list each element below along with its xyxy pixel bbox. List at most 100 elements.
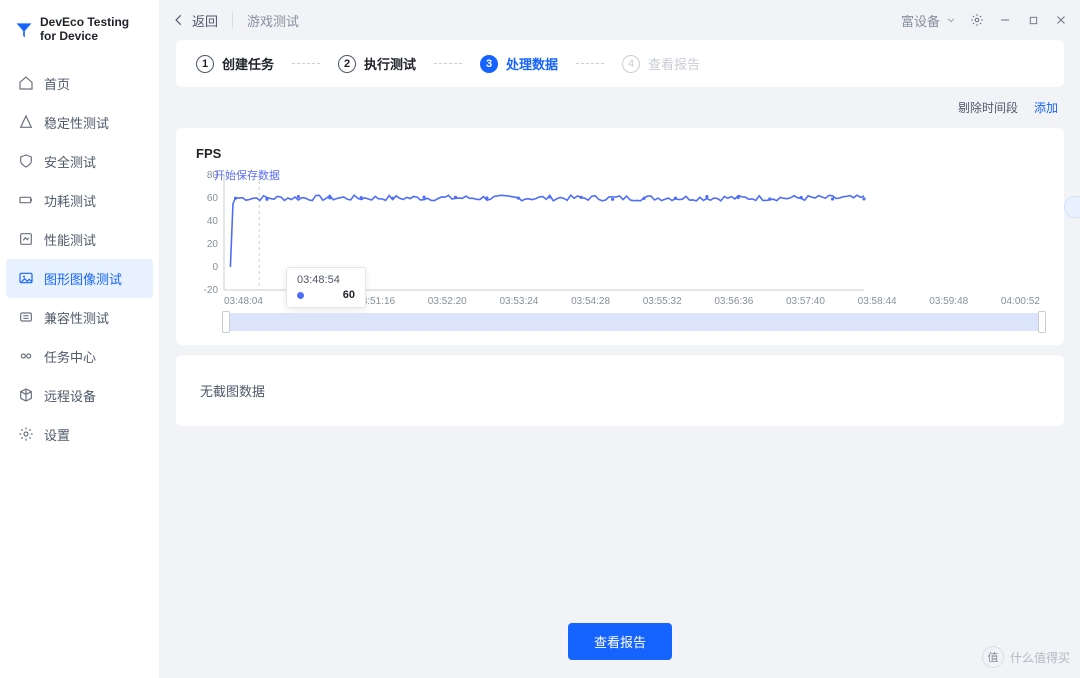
step-4: 4 查看报告 xyxy=(622,54,700,73)
toolbar-label: 剔除时间段 xyxy=(958,99,1018,116)
chart-note: 开始保存数据 xyxy=(214,167,280,183)
sidebar-item-label: 兼容性测试 xyxy=(44,308,109,327)
x-tick-label: 03:52:20 xyxy=(428,296,467,307)
watermark-text: 什么值得买 xyxy=(1010,649,1070,666)
logo-text-1: DevEco Testing xyxy=(40,16,129,30)
step-2[interactable]: 2 执行测试 xyxy=(338,54,416,73)
minimize-icon xyxy=(999,14,1011,26)
slider-handle-right[interactable] xyxy=(1038,311,1046,333)
device-select[interactable]: 富设备 xyxy=(901,11,956,30)
logo-text-2: for Device xyxy=(40,30,129,44)
x-tick-label: 03:53:24 xyxy=(499,296,538,307)
tooltip-dot-icon xyxy=(297,292,304,299)
back-button[interactable]: 返回 xyxy=(172,11,218,30)
x-tick-label: 04:00:52 xyxy=(1001,296,1040,307)
step-separator xyxy=(292,63,320,64)
step-label: 创建任务 xyxy=(222,54,274,73)
x-tick-label: 03:57:40 xyxy=(786,296,825,307)
divider xyxy=(232,12,233,28)
compat-icon xyxy=(18,309,34,325)
maximize-button[interactable] xyxy=(1026,13,1040,27)
svg-text:20: 20 xyxy=(207,239,219,250)
sidebar-item-perf[interactable]: 性能测试 xyxy=(6,220,153,259)
slider-handle-left[interactable] xyxy=(222,311,230,333)
sidebar-item-label: 首页 xyxy=(44,74,70,93)
nav-list: 首页稳定性测试安全测试功耗测试性能测试图形图像测试兼容性测试任务中心远程设备设置 xyxy=(0,58,159,460)
svg-text:40: 40 xyxy=(207,216,219,227)
sidebar-item-label: 功耗测试 xyxy=(44,191,96,210)
sidebar-item-gear[interactable]: 设置 xyxy=(6,415,153,454)
sidebar-item-label: 图形图像测试 xyxy=(44,269,122,288)
step-1[interactable]: 1 创建任务 xyxy=(196,54,274,73)
sidebar: DevEco Testing for Device 首页稳定性测试安全测试功耗测… xyxy=(0,0,160,678)
chevron-down-icon xyxy=(946,15,956,25)
shield-icon xyxy=(18,153,34,169)
step-3[interactable]: 3处理数据 xyxy=(480,54,558,73)
cube-icon xyxy=(18,387,34,403)
device-label: 富设备 xyxy=(901,11,940,30)
step-number: 2 xyxy=(338,55,356,73)
gear-icon xyxy=(970,13,984,27)
range-slider[interactable] xyxy=(224,313,1044,331)
x-tick-label: 03:59:48 xyxy=(929,296,968,307)
x-tick-label: 03:58:44 xyxy=(858,296,897,307)
topbar: 返回 游戏测试 富设备 xyxy=(160,0,1080,40)
sidebar-item-label: 远程设备 xyxy=(44,386,96,405)
settings-button[interactable] xyxy=(970,13,984,27)
chart-title: FPS xyxy=(196,146,1044,161)
sidebar-item-image[interactable]: 图形图像测试 xyxy=(6,259,153,298)
steps-card: 1 创建任务 2 执行测试 3处理数据 4 查看报告 xyxy=(176,40,1064,87)
sidebar-item-label: 性能测试 xyxy=(44,230,96,249)
step-label: 查看报告 xyxy=(648,54,700,73)
app-logo: DevEco Testing for Device xyxy=(0,10,159,58)
stability-icon xyxy=(18,114,34,130)
sidebar-item-tasks[interactable]: 任务中心 xyxy=(6,337,153,376)
step-separator xyxy=(576,63,604,64)
close-button[interactable] xyxy=(1054,13,1068,27)
svg-text:0: 0 xyxy=(212,262,218,273)
x-tick-label: 03:56:36 xyxy=(714,296,753,307)
x-tick-label: 03:55:32 xyxy=(643,296,682,307)
close-icon xyxy=(1055,14,1067,26)
sidebar-item-cube[interactable]: 远程设备 xyxy=(6,376,153,415)
sidebar-item-label: 设置 xyxy=(44,425,70,444)
tasks-icon xyxy=(18,348,34,364)
sidebar-item-stability[interactable]: 稳定性测试 xyxy=(6,103,153,142)
logo-mark-icon xyxy=(14,20,34,40)
watermark: 值 什么值得买 xyxy=(982,646,1070,668)
bottom-bar: 查看报告 xyxy=(176,611,1064,666)
tooltip-time: 03:48:54 xyxy=(297,274,355,286)
screenshot-empty-card: 无截图数据 xyxy=(176,355,1064,426)
chart-tooltip: 03:48:54 60 xyxy=(286,267,366,308)
sidebar-item-home[interactable]: 首页 xyxy=(6,64,153,103)
gear-icon xyxy=(18,426,34,442)
perf-icon xyxy=(18,231,34,247)
sidebar-item-label: 任务中心 xyxy=(44,347,96,366)
step-number: 1 xyxy=(196,55,214,73)
step-label: 执行测试 xyxy=(364,54,416,73)
image-icon xyxy=(18,270,34,286)
back-label: 返回 xyxy=(192,11,218,30)
maximize-icon xyxy=(1028,15,1039,26)
step-separator xyxy=(434,63,462,64)
chart-wrap: 开始保存数据 -20020406080 03:48:54 60 03:48:04… xyxy=(196,169,1044,331)
breadcrumb: 游戏测试 xyxy=(247,11,299,30)
x-tick-label: 03:54:28 xyxy=(571,296,610,307)
chart-toolbar: 剔除时间段 添加 xyxy=(176,97,1064,118)
battery-icon xyxy=(18,192,34,208)
svg-text:-20: -20 xyxy=(204,285,219,294)
sidebar-item-battery[interactable]: 功耗测试 xyxy=(6,181,153,220)
sidebar-item-label: 安全测试 xyxy=(44,152,96,171)
sidebar-item-compat[interactable]: 兼容性测试 xyxy=(6,298,153,337)
watermark-badge: 值 xyxy=(982,646,1004,668)
minimize-button[interactable] xyxy=(998,13,1012,27)
sidebar-item-shield[interactable]: 安全测试 xyxy=(6,142,153,181)
tooltip-value: 60 xyxy=(343,289,355,301)
step-number: 4 xyxy=(622,55,640,73)
toolbar-add-action[interactable]: 添加 xyxy=(1034,99,1058,116)
x-tick-label: 03:48:04 xyxy=(224,296,263,307)
chart-card: FPS 开始保存数据 -20020406080 03:48:54 60 03:4… xyxy=(176,128,1064,345)
view-report-button[interactable]: 查看报告 xyxy=(568,623,672,660)
floating-side-widget[interactable] xyxy=(1064,196,1080,218)
main-area: 返回 游戏测试 富设备 xyxy=(160,0,1080,678)
